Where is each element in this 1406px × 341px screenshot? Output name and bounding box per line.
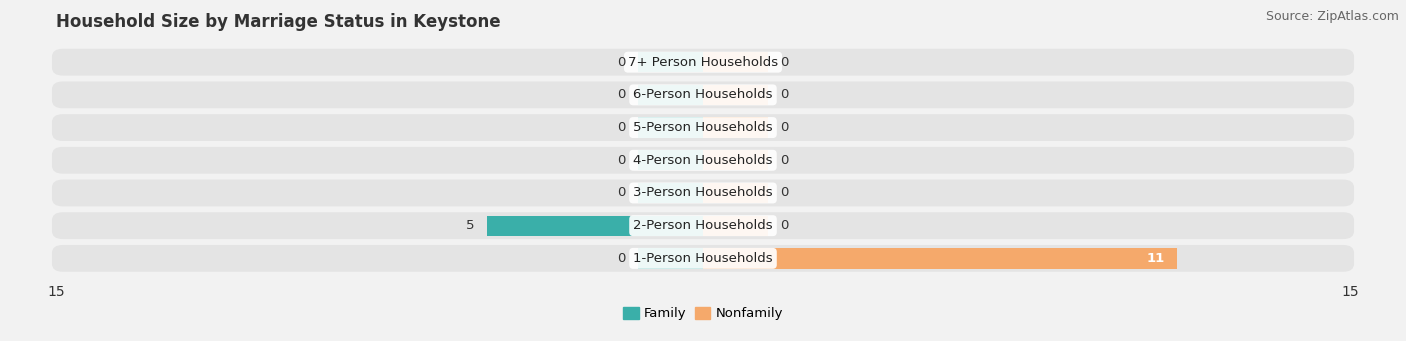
Bar <box>488 216 703 236</box>
FancyBboxPatch shape <box>52 114 1354 141</box>
Bar <box>638 85 703 105</box>
Text: 4-Person Households: 4-Person Households <box>633 154 773 167</box>
Text: 0: 0 <box>617 252 626 265</box>
Bar <box>638 150 703 170</box>
Bar <box>638 248 703 268</box>
Text: Household Size by Marriage Status in Keystone: Household Size by Marriage Status in Key… <box>56 13 501 31</box>
Legend: Family, Nonfamily: Family, Nonfamily <box>617 301 789 326</box>
Text: 6-Person Households: 6-Person Households <box>633 88 773 101</box>
Text: 0: 0 <box>780 88 789 101</box>
Bar <box>638 117 703 138</box>
Text: 0: 0 <box>617 121 626 134</box>
Bar <box>703 52 768 72</box>
Text: 1-Person Households: 1-Person Households <box>633 252 773 265</box>
Bar <box>703 85 768 105</box>
Bar <box>703 248 1177 268</box>
FancyBboxPatch shape <box>52 49 1354 76</box>
Text: 0: 0 <box>617 88 626 101</box>
FancyBboxPatch shape <box>52 81 1354 108</box>
Text: 0: 0 <box>617 187 626 199</box>
FancyBboxPatch shape <box>52 147 1354 174</box>
Bar <box>703 183 768 203</box>
Text: 0: 0 <box>780 187 789 199</box>
Text: 7+ Person Households: 7+ Person Households <box>628 56 778 69</box>
Text: 0: 0 <box>617 154 626 167</box>
Text: 2-Person Households: 2-Person Households <box>633 219 773 232</box>
Text: 0: 0 <box>780 56 789 69</box>
Bar <box>638 52 703 72</box>
Text: Source: ZipAtlas.com: Source: ZipAtlas.com <box>1265 10 1399 23</box>
Text: 0: 0 <box>617 56 626 69</box>
Bar <box>703 216 768 236</box>
Text: 0: 0 <box>780 154 789 167</box>
Bar <box>703 117 768 138</box>
Text: 0: 0 <box>780 219 789 232</box>
Text: 5-Person Households: 5-Person Households <box>633 121 773 134</box>
Bar <box>638 183 703 203</box>
FancyBboxPatch shape <box>52 245 1354 272</box>
FancyBboxPatch shape <box>52 180 1354 206</box>
FancyBboxPatch shape <box>52 212 1354 239</box>
Text: 11: 11 <box>1146 252 1164 265</box>
Bar <box>703 150 768 170</box>
Text: 3-Person Households: 3-Person Households <box>633 187 773 199</box>
Text: 5: 5 <box>465 219 474 232</box>
Text: 0: 0 <box>780 121 789 134</box>
